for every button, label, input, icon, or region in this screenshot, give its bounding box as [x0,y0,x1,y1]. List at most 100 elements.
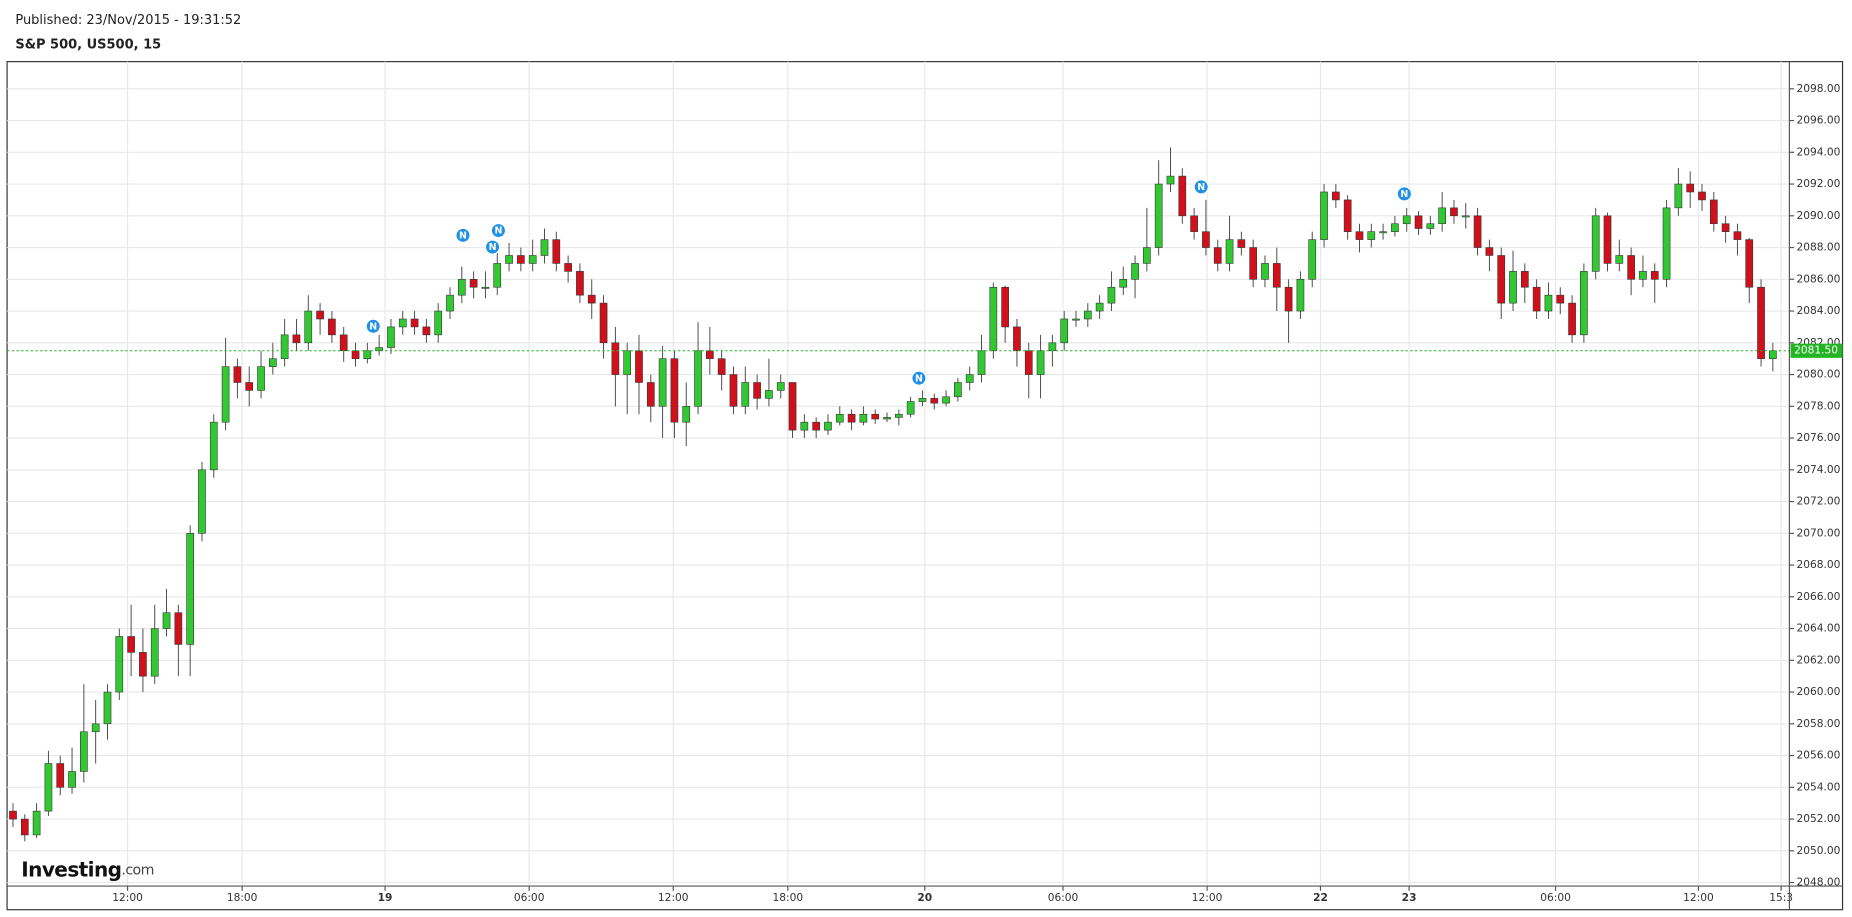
y-tick-label: 2088.00 [1796,241,1840,254]
candle-body [233,366,242,383]
candle-body [599,302,608,344]
candle-body [1119,279,1128,288]
candle-body [1674,183,1683,209]
candle-body [1202,231,1210,248]
candle-body [1190,215,1198,232]
candle-body [150,628,159,677]
news-label: N [489,242,497,253]
candle-body [410,318,419,328]
candle-body [162,612,171,629]
y-tick-label: 2098.00 [1796,82,1840,95]
candle-body [1237,239,1246,248]
candle-body [103,691,112,725]
news-marker [484,239,501,255]
candle-body [80,731,88,772]
candle-body [1414,215,1423,229]
candle-body [316,310,324,320]
candle-body [1095,302,1104,312]
candle-body [824,421,832,431]
candle-body [505,255,513,264]
candle-body [847,413,856,423]
candle-body [351,350,360,359]
published: Published: 23/Nov/2015 - 19:31:52 [15,13,241,28]
candle-body [1438,207,1446,225]
candle-body [1379,231,1387,234]
candle-body [812,421,820,431]
y-tick-label: 2048.00 [1796,876,1840,889]
candle-body [221,366,230,423]
candle-body [1627,255,1635,280]
candle-body [1166,175,1175,185]
candle-body [1461,215,1470,218]
candle-body [1556,294,1565,304]
candle-body [741,382,750,407]
candle-body [717,358,726,375]
candle-body [1367,231,1376,240]
candle-body [339,334,348,352]
watermark-brand: Investing [21,857,121,881]
candle-body [1580,271,1588,336]
candle-body [1686,183,1695,193]
candle-body [9,810,17,820]
candle-body [1083,310,1092,320]
candle-body [422,326,431,336]
x-tick-label: 06:00 [514,891,545,904]
candle-body [1213,247,1222,264]
candle-body [587,294,596,304]
candle-body [1272,263,1281,288]
news-label: N [494,226,502,237]
candle-body [387,326,395,348]
candle-body [1603,215,1612,264]
candle-body [481,286,490,289]
candle-body [1072,318,1080,321]
candle-body [1060,318,1069,344]
x-tick-label: 18:00 [227,891,258,904]
y-tick-label: 2076.00 [1796,431,1840,444]
x-tick-label: 20 [917,891,932,904]
candle-body [623,350,632,375]
y-tick-label: 2062.00 [1796,653,1840,666]
candle-body [1698,191,1706,201]
y-tick-label: 2054.00 [1796,780,1840,793]
candle-body [139,652,147,677]
candle-body [977,350,986,375]
y-tick-label: 2070.00 [1796,526,1840,539]
candle-body [765,390,773,399]
y-tick-label: 2068.00 [1796,558,1840,571]
candle-body [1284,286,1293,312]
candle-body [965,374,974,383]
y-tick-label: 2084.00 [1796,304,1840,317]
candle-body [1473,215,1482,248]
candle-body [528,255,537,264]
y-tick-label: 2092.00 [1796,177,1840,190]
candle-body [1296,279,1305,312]
candle-body [32,810,41,836]
candle-body [788,382,797,431]
news-marker [365,318,381,334]
y-tick-label: 2056.00 [1796,749,1840,762]
candle-body [552,239,561,264]
candle-body [375,347,383,352]
watermark-suffix: .com [121,863,153,879]
candle-body [1639,271,1647,280]
candle-body [1485,247,1494,256]
candle-body [1733,231,1742,240]
candle-body [1343,199,1352,232]
candle-body [871,413,880,420]
candle-body [706,350,714,359]
y-tick-label: 2086.00 [1796,272,1840,285]
candle-body [186,533,194,645]
candle-body [1402,215,1411,225]
news-label: N [915,373,923,384]
candle-body [245,382,254,391]
candle-body [446,294,454,312]
candle-body [883,417,891,420]
candle-body [115,636,124,693]
y-tick-label: 2096.00 [1796,114,1840,127]
candle-body [304,310,313,344]
candle-body [91,723,100,733]
candle-body [1225,239,1234,264]
candle-body [1426,223,1435,229]
candle-body [1107,286,1116,304]
last-price-box [1790,343,1843,358]
